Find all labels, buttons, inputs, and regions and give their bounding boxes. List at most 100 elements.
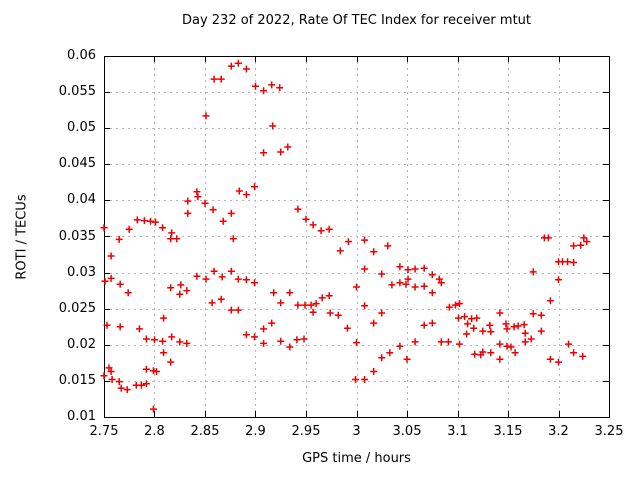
data-point	[201, 199, 209, 207]
data-point	[378, 309, 386, 317]
data-point	[176, 290, 184, 298]
data-point	[137, 381, 145, 389]
data-point	[159, 337, 167, 345]
data-point	[396, 263, 404, 271]
data-point	[514, 322, 522, 330]
x-tick-label: 3.05	[392, 424, 422, 439]
data-point	[277, 337, 285, 345]
data-point	[116, 280, 124, 288]
data-point	[168, 229, 176, 237]
data-point	[361, 376, 369, 383]
data-point	[326, 309, 334, 317]
data-point	[260, 339, 268, 347]
y-tick-label: 0.045	[58, 156, 96, 172]
data-point	[160, 314, 168, 322]
data-point	[229, 235, 237, 243]
data-points	[100, 59, 591, 413]
data-point	[309, 308, 317, 316]
data-point	[521, 329, 529, 337]
data-point	[444, 338, 452, 346]
data-point	[227, 306, 235, 314]
x-tick-label: 3	[352, 424, 361, 439]
data-point	[183, 287, 191, 295]
data-point	[277, 299, 285, 307]
data-point	[403, 355, 411, 363]
data-point	[470, 324, 478, 332]
data-point	[580, 234, 588, 242]
data-point	[336, 247, 344, 255]
data-point	[194, 193, 202, 201]
data-point	[210, 75, 218, 83]
data-point	[269, 122, 277, 130]
data-point	[147, 217, 154, 225]
data-point	[251, 333, 258, 341]
data-point	[173, 235, 181, 243]
data-point	[437, 338, 445, 346]
data-point	[437, 279, 445, 287]
data-point	[318, 294, 326, 302]
data-point	[183, 339, 191, 347]
x-tick-label: 3.1	[447, 424, 468, 439]
data-point	[378, 270, 386, 278]
data-point	[242, 276, 250, 284]
data-point	[388, 281, 396, 289]
data-point	[510, 323, 518, 331]
data-point	[234, 306, 242, 314]
data-point	[521, 338, 529, 346]
data-point	[579, 352, 587, 360]
data-point	[435, 275, 443, 283]
data-point	[420, 321, 428, 329]
y-tick-label: 0.02	[67, 336, 96, 352]
data-point	[428, 289, 436, 297]
data-point	[546, 297, 554, 305]
y-tick-label: 0.025	[58, 300, 96, 316]
data-point	[301, 301, 309, 309]
data-point	[234, 59, 242, 67]
data-point	[302, 215, 310, 223]
data-point	[105, 364, 113, 372]
x-tick-label: 2.8	[144, 424, 165, 439]
data-point	[242, 331, 250, 339]
data-point	[242, 191, 250, 199]
data-point	[404, 275, 412, 283]
data-point	[317, 227, 325, 235]
data-point	[142, 335, 150, 343]
data-point	[107, 252, 115, 260]
data-point	[411, 265, 419, 273]
y-tick-label: 0.06	[67, 48, 96, 63]
data-point	[168, 333, 176, 341]
data-point	[286, 343, 294, 351]
data-point	[537, 311, 545, 319]
data-point	[520, 321, 528, 329]
data-point	[286, 289, 294, 297]
x-tick-label: 3.25	[594, 424, 624, 439]
data-point	[334, 311, 342, 319]
data-point	[312, 300, 320, 308]
data-point	[135, 325, 143, 333]
data-point	[153, 368, 160, 375]
data-point	[270, 289, 278, 297]
data-point	[103, 321, 111, 329]
data-point	[160, 349, 168, 357]
data-point	[177, 281, 185, 289]
data-point	[309, 221, 317, 229]
data-point	[251, 183, 258, 191]
chart-title: Day 232 of 2022, Rate Of TEC Index for r…	[181, 13, 531, 28]
data-point	[108, 376, 116, 383]
y-tick-label: 0.01	[67, 409, 96, 424]
y-tick-label: 0.03	[67, 264, 96, 280]
data-point	[428, 271, 436, 279]
data-point	[529, 310, 537, 318]
data-point	[159, 224, 167, 232]
data-point	[511, 349, 519, 357]
data-point	[101, 277, 109, 285]
data-point	[544, 234, 552, 242]
data-point	[277, 148, 285, 156]
data-point	[252, 82, 259, 90]
data-point	[344, 238, 352, 246]
data-point	[471, 350, 479, 358]
data-point	[260, 325, 268, 333]
data-point	[251, 279, 258, 287]
data-point	[193, 272, 201, 280]
data-point	[583, 238, 591, 246]
